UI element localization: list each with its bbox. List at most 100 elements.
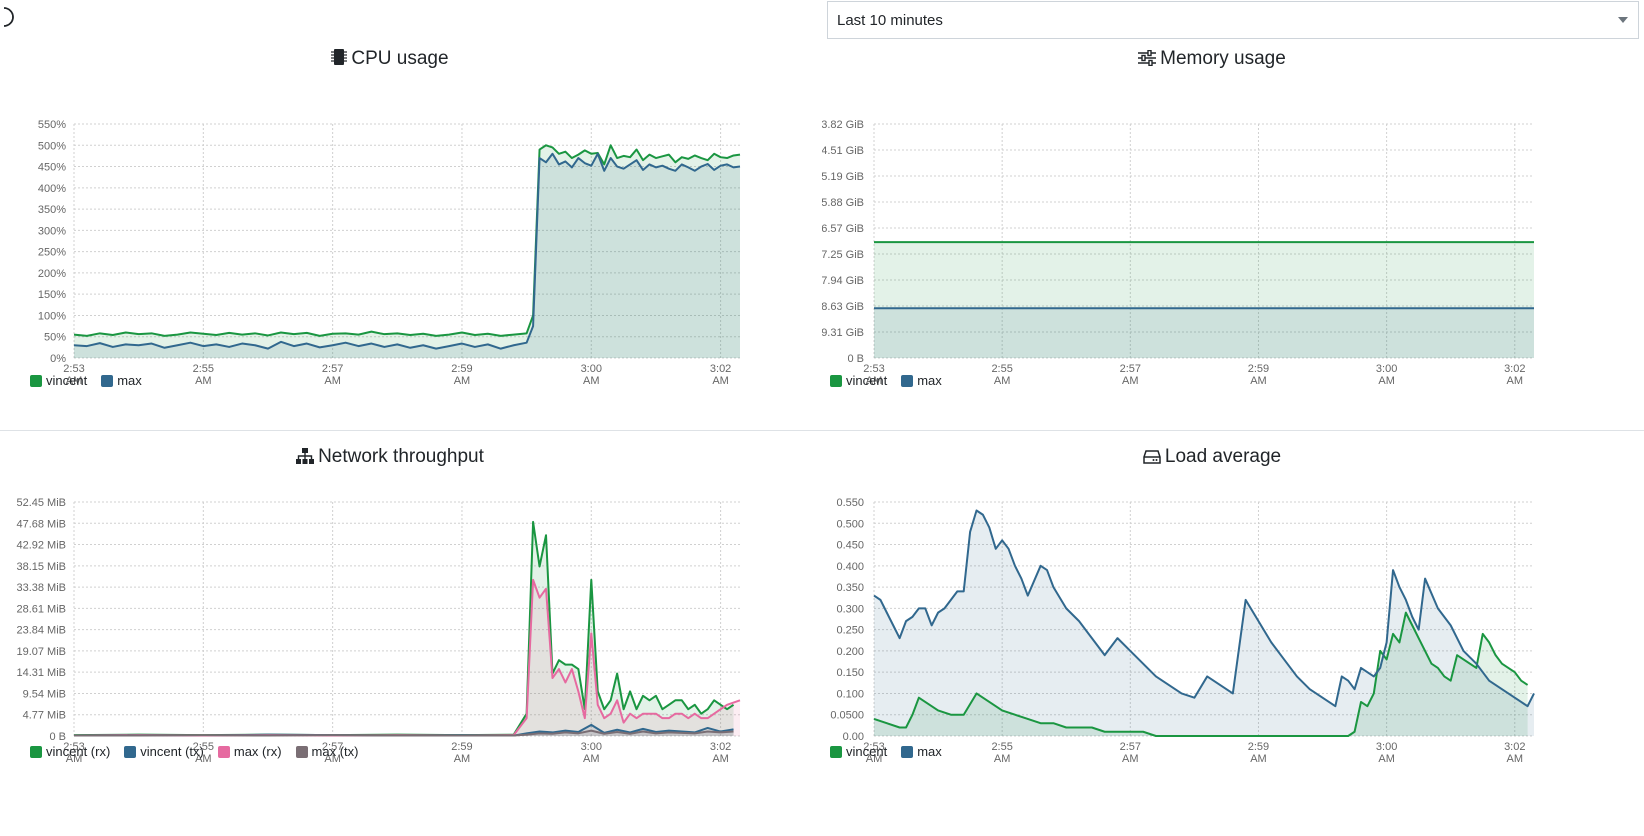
- legend-swatch: [901, 374, 914, 387]
- theme-toggle-button[interactable]: [0, 5, 24, 29]
- y-tick-label: 65.19 GiB: [822, 171, 864, 183]
- legend-item-max-tx[interactable]: max (tx): [295, 744, 359, 759]
- x-tick-label: AM: [994, 753, 1011, 765]
- network-throughput-chart[interactable]: 0 B 4.77 MiB 9.54 MiB 14.31 MiB 19.07 MiB 23.…: [0, 478, 822, 798]
- x-tick-label: 2:55: [991, 741, 1012, 753]
- y-tick-label: 38.15 MiB: [16, 561, 66, 573]
- legend-swatch: [217, 745, 230, 758]
- legend-item-max[interactable]: max: [901, 744, 942, 759]
- x-tick-label: AM: [195, 753, 212, 765]
- x-tick-label: 2:57: [1120, 741, 1141, 753]
- y-tick-label: 74.51 GiB: [822, 145, 864, 157]
- legend-item-vincent[interactable]: vincent: [30, 373, 87, 388]
- load-average-title-text: Load average: [1164, 446, 1282, 467]
- series-line-vincent-rx: [73, 520, 735, 737]
- cpu-usage-title: CPU usage: [0, 48, 780, 70]
- y-tick-label: 27.94 GiB: [822, 275, 864, 287]
- time-range-value: Last 10 minutes: [837, 11, 943, 29]
- y-tick-label: 150%: [38, 289, 66, 301]
- load-average-chart[interactable]: 0.00 0.0500 0.100 0.150 0.200 0.250 0.300 0.350…: [822, 478, 1644, 798]
- x-tick-label: 2:55: [991, 363, 1012, 375]
- y-tick-label: 0.100: [836, 688, 864, 700]
- legend-item-vincent[interactable]: vincent: [830, 744, 887, 759]
- x-tick-label: AM: [866, 753, 883, 765]
- y-tick-label: 0.150: [836, 667, 864, 679]
- x-tick-label: 2:53: [63, 741, 84, 753]
- x-tick-label: AM: [66, 375, 83, 387]
- sliders-icon: [1138, 49, 1157, 67]
- cpu-usage-legend: vincent max: [30, 373, 142, 388]
- legend-item-vincent-tx[interactable]: vincent (tx): [124, 744, 204, 759]
- series-area: [74, 730, 734, 736]
- y-tick-label: 0%: [50, 353, 66, 365]
- row-divider: [0, 430, 1644, 431]
- legend-swatch: [830, 745, 842, 758]
- legend-item-vincent[interactable]: vincent: [830, 373, 887, 388]
- memory-usage-chart[interactable]: 0 B 9.31 GiB 18.63 GiB 27.94 GiB 37.25 GiB 46…: [822, 80, 1644, 400]
- network-throughput-title-text: Network throughput: [318, 446, 484, 467]
- network-throughput-panel: Network throughput 0 B 4.77 MiB 9.54 MiB 14…: [0, 438, 822, 836]
- x-tick-label: AM: [324, 753, 341, 765]
- legend-item-max[interactable]: max: [101, 373, 142, 388]
- x-tick-label: AM: [454, 375, 471, 387]
- y-tick-label: 28.61 MiB: [16, 603, 66, 615]
- x-tick-label: 3:00: [581, 741, 602, 753]
- y-tick-label: 0 B: [49, 731, 66, 743]
- x-tick-label: AM: [1250, 753, 1267, 765]
- y-tick-label: 0.200: [836, 646, 864, 658]
- series-area: [74, 145, 740, 358]
- y-tick-label: 9.54 MiB: [23, 688, 66, 700]
- y-tick-label: 400%: [38, 183, 66, 195]
- y-tick-label: 0.550: [836, 497, 864, 509]
- x-tick-label: AM: [1507, 753, 1524, 765]
- y-tick-label: 50%: [44, 332, 66, 344]
- series-area: [874, 510, 1534, 736]
- series-area: [74, 579, 740, 736]
- legend-item-max-rx[interactable]: max (rx): [217, 744, 282, 759]
- series-line-vincent: [873, 611, 1529, 737]
- series-line-max: [873, 509, 1535, 708]
- network-throughput-legend: vincent (rx) vincent (tx) max (rx) max (…: [30, 744, 359, 759]
- x-tick-label: 2:59: [451, 363, 472, 375]
- y-tick-label: 200%: [38, 268, 66, 280]
- y-tick-label: 300%: [38, 225, 66, 237]
- x-tick-label: AM: [66, 753, 83, 765]
- memory-usage-title: Memory usage: [822, 48, 1602, 70]
- x-tick-label: 3:00: [1376, 363, 1397, 375]
- y-tick-label: 0.350: [836, 582, 864, 594]
- y-tick-label: 9.31 GiB: [822, 327, 864, 339]
- y-tick-label: 100%: [38, 310, 66, 322]
- cpu-usage-chart[interactable]: 0% 50% 100% 150% 200% 250% 300% 350% 400% 450% 500…: [0, 80, 822, 400]
- x-tick-label: AM: [1378, 753, 1395, 765]
- time-range-select[interactable]: Last 10 minutes: [827, 1, 1639, 39]
- series-line-max-tx: [74, 729, 734, 737]
- legend-item-max[interactable]: max: [901, 373, 942, 388]
- y-tick-label: 0.400: [836, 561, 864, 573]
- legend-item-vincent-rx[interactable]: vincent (rx): [30, 744, 110, 759]
- load-average-legend: vincent max: [830, 744, 942, 759]
- x-tick-label: AM: [712, 753, 729, 765]
- memory-usage-panel: Memory usage 0 B 9.31 GiB 18.63 GiB 27.94 G…: [822, 40, 1644, 438]
- y-tick-label: 250%: [38, 247, 66, 259]
- y-tick-label: 46.57 GiB: [822, 223, 864, 235]
- x-tick-label: AM: [454, 753, 471, 765]
- y-tick-label: 23.84 MiB: [16, 625, 66, 637]
- series-area: [74, 153, 740, 358]
- top-bar: Last 10 minutes: [0, 0, 1644, 40]
- series-line-vincent: [73, 144, 741, 337]
- x-tick-label: AM: [1250, 375, 1267, 387]
- half-moon-icon: [3, 7, 14, 27]
- x-tick-label: AM: [866, 375, 883, 387]
- y-tick-label: 0.450: [836, 540, 864, 552]
- legend-swatch: [901, 745, 914, 758]
- x-tick-label: 2:53: [863, 363, 884, 375]
- x-tick-label: 3:02: [710, 363, 731, 375]
- x-tick-label: 3:02: [1504, 741, 1525, 753]
- x-tick-label: AM: [1122, 375, 1139, 387]
- y-tick-label: 33.38 MiB: [16, 582, 66, 594]
- memory-usage-legend: vincent max: [830, 373, 942, 388]
- x-tick-label: 2:59: [451, 741, 472, 753]
- y-tick-label: 0.500: [836, 518, 864, 530]
- series-area: [874, 242, 1534, 358]
- y-tick-label: 0.00: [843, 731, 864, 743]
